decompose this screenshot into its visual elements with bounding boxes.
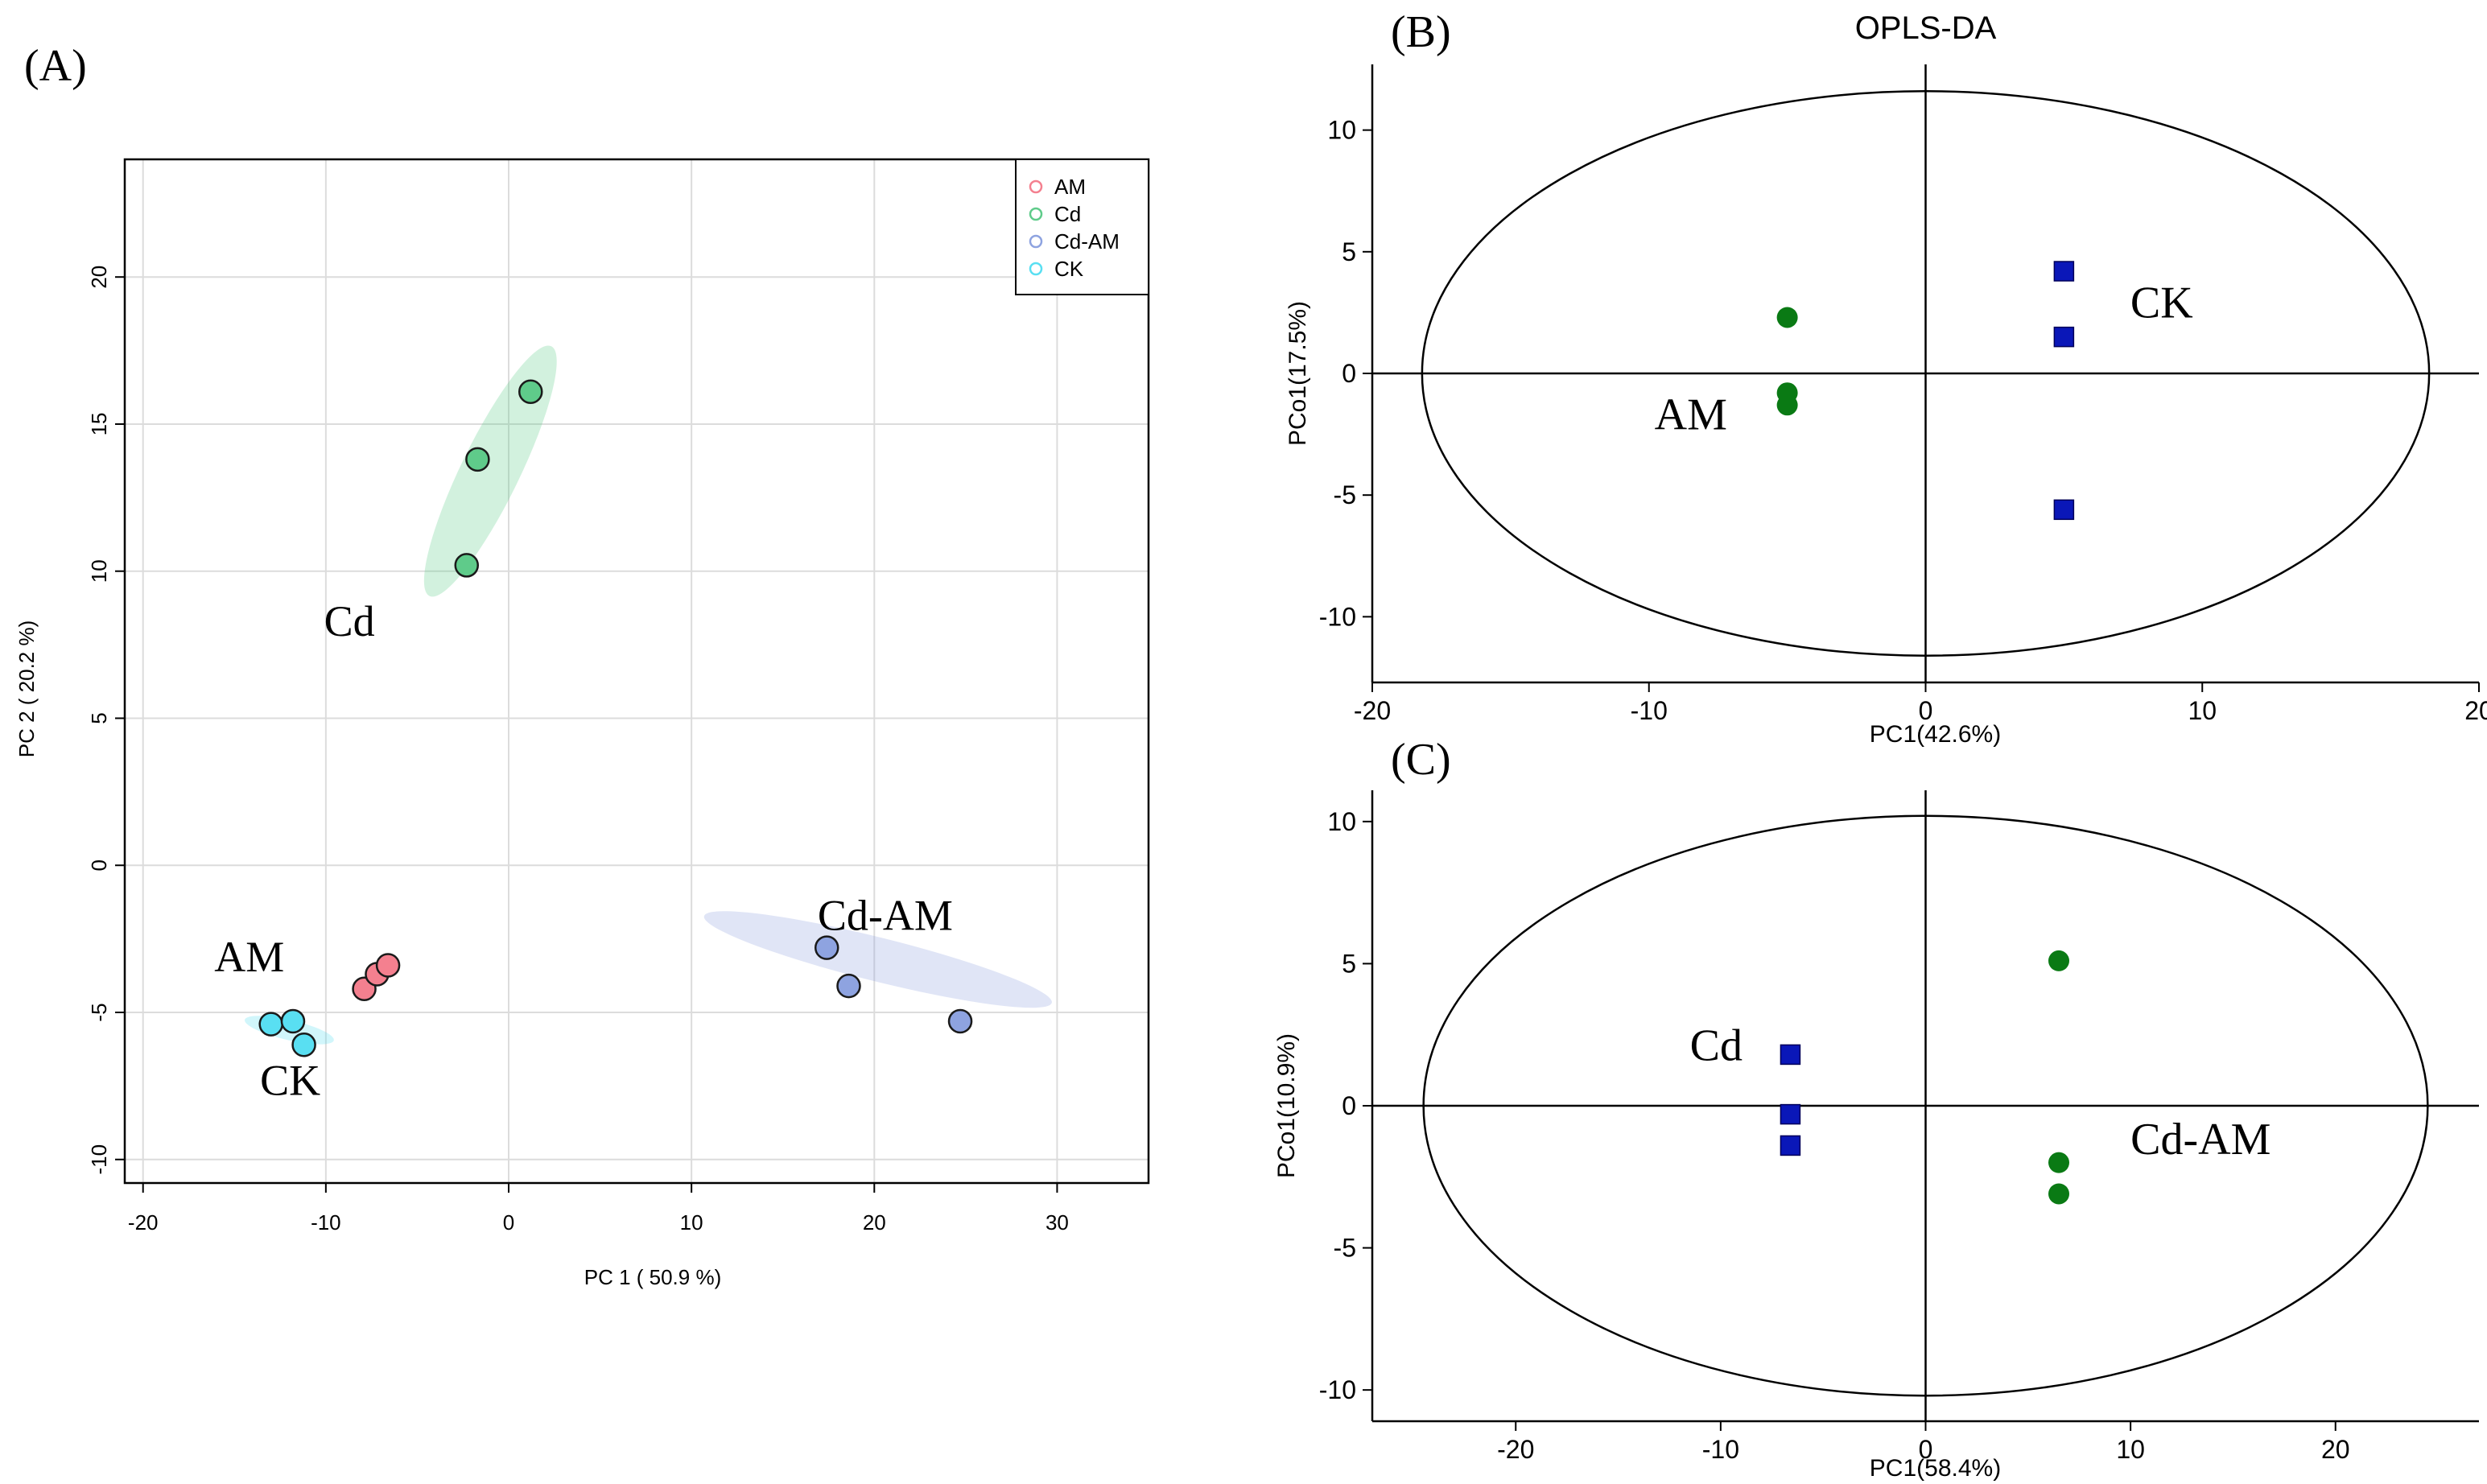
data-point-cd-am — [2048, 1183, 2070, 1205]
data-point-ck — [291, 1032, 316, 1057]
confidence-ellipse-cd-am — [703, 911, 1052, 1008]
y-tick-label-a: 20 — [87, 266, 111, 289]
y-tick-label-a: 15 — [87, 413, 111, 436]
x-tick-label-a: 30 — [1046, 1210, 1069, 1235]
panel-label-c: (C) — [1391, 735, 1451, 785]
legend-marker-am — [1029, 179, 1043, 194]
data-point-am — [1776, 394, 1798, 416]
legend-marker-cd-am — [1029, 234, 1043, 249]
legend-label-cd: Cd — [1054, 202, 1081, 226]
data-point-ck — [2053, 326, 2075, 348]
panel-b: (B) OPLS-DA -20 -10 0 10 20 -10 -5 0 5 10 PC1(42.6%)… — [1285, 7, 2487, 748]
group-label-ck: CK — [2130, 278, 2193, 328]
data-point-ck — [2053, 261, 2075, 282]
y-tick-label-a: -10 — [87, 1144, 111, 1175]
x-tick-label-a: 0 — [503, 1210, 514, 1235]
x-tick-label-b: 0 — [1919, 696, 1933, 725]
data-point-cd — [1780, 1044, 1801, 1066]
y-axis-label-c: PCo1(10.9%) — [1273, 1033, 1300, 1178]
data-point-am — [1776, 307, 1798, 328]
legend-a: AM Cd Cd-AM CK — [1015, 159, 1149, 295]
legend-label-am: AM — [1054, 175, 1086, 199]
panel-a: (A) -20 -10 0 10 20 30 -10 -5 0 5 10 15 20 PC 1 ( 50.9… — [14, 41, 1150, 1289]
legend-marker-ck — [1029, 262, 1043, 276]
x-tick-label-a: 20 — [863, 1210, 886, 1235]
data-point-cd-am — [947, 1008, 973, 1034]
confidence-ellipse-cd — [423, 345, 557, 597]
x-tick-label-a: -20 — [128, 1210, 159, 1235]
y-tick-label-a: 10 — [87, 559, 111, 583]
hotelling-ellipse-b — [1421, 90, 2431, 657]
x-tick-label-c: 20 — [2321, 1435, 2350, 1464]
data-point-cd-am — [814, 935, 839, 960]
x-axis-label-a: PC 1 ( 50.9 %) — [584, 1265, 722, 1289]
legend-label-ck: CK — [1054, 257, 1084, 281]
x-tick-label-c: -20 — [1497, 1435, 1534, 1464]
data-point-cd — [518, 379, 543, 405]
chart-title-b: OPLS-DA — [1855, 10, 1997, 46]
y-tick-label-a: -5 — [87, 1003, 111, 1021]
group-label-cd: Cd — [1690, 1020, 1743, 1070]
x-axis-label-b: PC1(42.6%) — [1870, 721, 2001, 748]
x-tick-label-b: -20 — [1354, 696, 1391, 725]
legend-marker-cd — [1029, 207, 1043, 221]
data-point-ck — [2053, 499, 2075, 521]
data-point-cd-am — [2048, 950, 2070, 971]
data-point-cd — [465, 447, 490, 472]
group-label-am: AM — [214, 933, 284, 981]
y-tick-label-c: 5 — [1342, 949, 1356, 978]
group-label-am: AM — [1655, 390, 1727, 440]
panel-label-a: (A) — [24, 41, 87, 91]
grid-a — [125, 159, 1149, 1183]
group-label-ck: CK — [260, 1056, 320, 1104]
panel-label-b: (B) — [1391, 7, 1451, 57]
y-tick-label-a: 5 — [87, 712, 111, 723]
y-tick-label-c: 10 — [1327, 807, 1356, 836]
x-tick-label-c: 0 — [1919, 1435, 1933, 1464]
y-tick-label-b: -10 — [1319, 602, 1356, 631]
data-point-cd — [1780, 1135, 1801, 1156]
group-label-cd-am: Cd-AM — [818, 892, 953, 940]
y-tick-label-a: 0 — [87, 859, 111, 871]
y-tick-label-b: 0 — [1342, 359, 1356, 388]
y-tick-label-b: 10 — [1327, 116, 1356, 145]
hotelling-ellipse-c — [1422, 814, 2429, 1397]
y-tick-label-c: -10 — [1319, 1375, 1356, 1404]
data-point-ck — [280, 1008, 306, 1034]
group-label-cd-am: Cd-AM — [2130, 1115, 2270, 1165]
x-tick-label-a: -10 — [311, 1210, 341, 1235]
data-point-cd-am — [2048, 1152, 2070, 1173]
x-tick-label-b: -10 — [1631, 696, 1668, 725]
data-point-ck — [258, 1012, 283, 1037]
x-tick-label-c: -10 — [1702, 1435, 1739, 1464]
x-tick-label-a: 10 — [680, 1210, 703, 1235]
panel-c: (C) -20 -10 0 10 20 -10 -5 0 5 10 PC1(58.4%) PCo1(10… — [1273, 735, 2479, 1482]
group-label-cd: Cd — [324, 597, 375, 645]
x-tick-label-b: 10 — [2188, 696, 2217, 725]
x-tick-label-c: 10 — [2116, 1435, 2145, 1464]
y-tick-label-c: -5 — [1334, 1234, 1356, 1263]
y-axis-label-a: PC 2 ( 20.2 %) — [14, 620, 39, 758]
y-tick-label-b: -5 — [1334, 480, 1356, 509]
y-tick-label-b: 5 — [1342, 237, 1356, 266]
x-tick-label-b: 20 — [2464, 696, 2487, 725]
data-point-cd-am — [836, 973, 861, 999]
y-axis-label-b: PCo1(17.5%) — [1285, 301, 1311, 446]
data-point-am — [375, 953, 401, 978]
y-tick-label-c: 0 — [1342, 1091, 1356, 1120]
x-axis-label-c: PC1(58.4%) — [1870, 1455, 2001, 1482]
data-point-cd — [1780, 1103, 1801, 1125]
legend-label-cd-am: Cd-AM — [1054, 229, 1120, 254]
plot-frame-a — [123, 158, 1150, 1185]
data-point-cd — [454, 553, 480, 578]
